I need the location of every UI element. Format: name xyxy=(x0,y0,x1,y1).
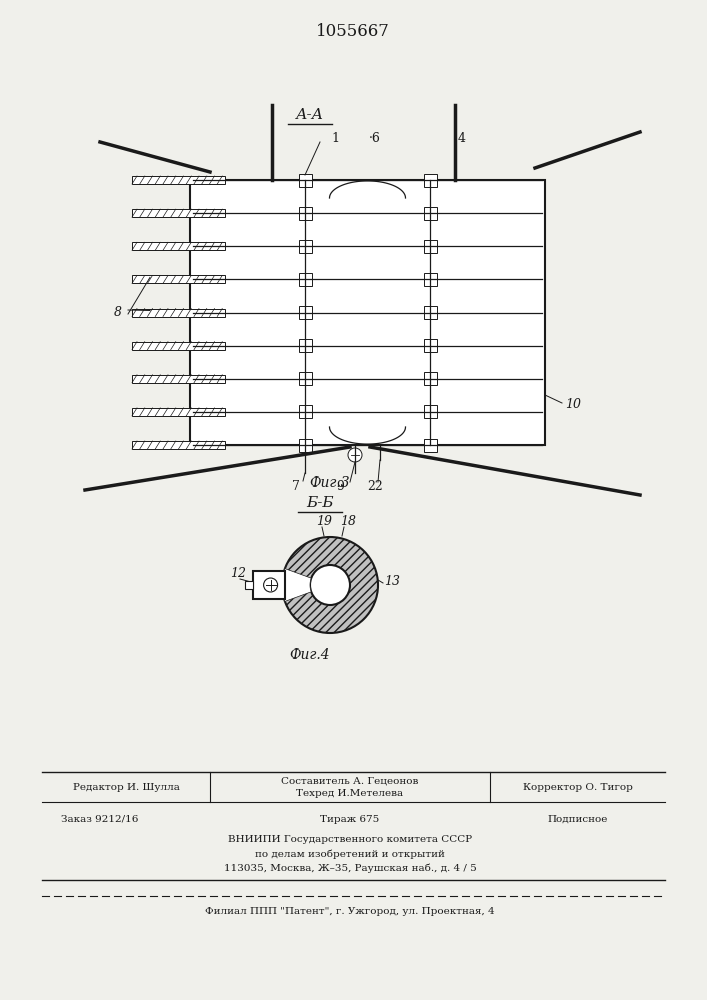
Circle shape xyxy=(348,448,362,462)
Bar xyxy=(132,209,225,217)
Bar xyxy=(132,441,225,449)
Text: 1: 1 xyxy=(331,131,339,144)
Bar xyxy=(298,306,312,319)
Text: Заказ 9212/16: Заказ 9212/16 xyxy=(62,814,139,824)
Bar xyxy=(423,339,436,352)
Text: 22: 22 xyxy=(367,481,383,493)
Bar xyxy=(298,240,312,253)
Bar xyxy=(190,180,545,445)
Text: 4: 4 xyxy=(458,131,466,144)
Polygon shape xyxy=(245,581,253,589)
Circle shape xyxy=(282,537,378,633)
Text: Б-Б: Б-Б xyxy=(306,496,334,510)
Text: ·6: ·6 xyxy=(369,131,381,144)
Bar xyxy=(132,242,225,250)
Bar xyxy=(298,339,312,352)
Bar xyxy=(423,174,436,186)
Text: 113035, Москва, Ж–35, Раушская наб., д. 4 / 5: 113035, Москва, Ж–35, Раушская наб., д. … xyxy=(223,863,477,873)
Text: А-А: А-А xyxy=(296,108,324,122)
Bar xyxy=(132,176,225,184)
Bar xyxy=(298,438,312,452)
Text: 1055667: 1055667 xyxy=(316,23,390,40)
Bar xyxy=(423,207,436,220)
Text: Редактор И. Шулла: Редактор И. Шулла xyxy=(73,782,180,792)
Text: 12: 12 xyxy=(230,567,246,580)
Bar xyxy=(298,405,312,418)
Text: 19: 19 xyxy=(316,515,332,528)
Text: Корректор О. Тигор: Корректор О. Тигор xyxy=(523,782,633,792)
Text: Филиал ППП "Патент", г. Ужгород, ул. Проектная, 4: Филиал ППП "Патент", г. Ужгород, ул. Про… xyxy=(205,908,495,916)
Bar xyxy=(423,306,436,319)
Bar xyxy=(423,273,436,286)
Text: ВНИИПИ Государственного комитета СССР: ВНИИПИ Государственного комитета СССР xyxy=(228,836,472,844)
Text: Фиг.3: Фиг.3 xyxy=(310,476,350,490)
Bar xyxy=(132,342,225,350)
Bar xyxy=(423,372,436,385)
Bar xyxy=(132,275,225,283)
Text: по делам изобретений и открытий: по делам изобретений и открытий xyxy=(255,849,445,859)
Circle shape xyxy=(310,565,350,605)
Bar xyxy=(298,174,312,186)
Bar xyxy=(423,438,436,452)
Bar xyxy=(298,372,312,385)
Bar xyxy=(253,571,285,599)
Polygon shape xyxy=(282,569,311,601)
Text: 18: 18 xyxy=(340,515,356,528)
Bar xyxy=(132,375,225,383)
Circle shape xyxy=(264,578,278,592)
Text: 8: 8 xyxy=(114,306,122,318)
Text: 13: 13 xyxy=(384,575,400,588)
Bar xyxy=(298,207,312,220)
Text: Техред И.Метелева: Техред И.Метелева xyxy=(296,790,404,798)
Bar xyxy=(423,240,436,253)
Bar xyxy=(298,273,312,286)
Text: 7: 7 xyxy=(292,481,300,493)
Text: 9: 9 xyxy=(336,481,344,493)
Text: Тираж 675: Тираж 675 xyxy=(320,814,380,824)
Text: Составитель А. Гецеонов: Составитель А. Гецеонов xyxy=(281,776,419,786)
Text: Фиг.4: Фиг.4 xyxy=(290,648,330,662)
Text: 10: 10 xyxy=(565,398,581,412)
Bar xyxy=(423,405,436,418)
Text: Подписное: Подписное xyxy=(548,814,608,824)
Bar xyxy=(132,308,225,316)
Bar xyxy=(132,408,225,416)
